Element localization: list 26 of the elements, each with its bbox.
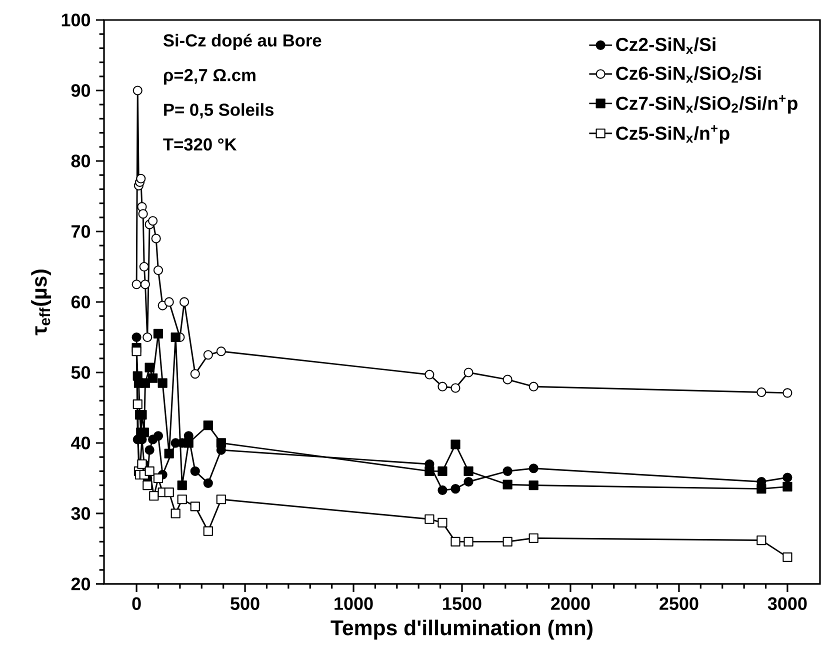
y-axis-title: τ$_{eff}$(µs) <box>31 270 52 336</box>
y-tick-label: 80 <box>71 154 90 168</box>
y-tick-label: 50 <box>71 366 90 379</box>
legend-label: Cz5-SiN$_{x}$/n$^{+}$p <box>616 125 730 144</box>
y-tick-label: 40 <box>71 436 90 450</box>
y-tick-label: 30 <box>71 507 90 520</box>
x-tick-label: 0 <box>132 597 141 610</box>
annotation: T=320 °K <box>163 138 237 151</box>
annotation: Si-Cz dopé au Bore <box>163 34 322 50</box>
annotation: ρ=2,7 Ω.cm <box>164 68 256 85</box>
y-tick-label: 70 <box>72 225 90 238</box>
y-tick-label: 100 <box>62 14 90 26</box>
y-tick-label: 20 <box>71 578 90 590</box>
y-tick-label: 90 <box>71 84 90 97</box>
x-tick-label: 2500 <box>660 597 698 610</box>
annotation: P= 0,5 Soleils <box>164 103 274 118</box>
x-tick-label: 500 <box>230 597 260 610</box>
x-tick-label: 3000 <box>768 597 807 610</box>
y-tick-label: 60 <box>71 296 90 308</box>
x-axis-title: Temps d'illumination (mn) <box>330 620 592 640</box>
x-tick-label: 1000 <box>334 597 373 610</box>
legend-label: Cz6-SiN$_{x}$/SiO$_{2}$/Si <box>616 66 761 83</box>
x-tick-label: 1500 <box>443 597 482 610</box>
legend-label: Cz7-SiN$_{x}$/SiO$_{2}$/Si/n$^{+}$p <box>616 95 798 114</box>
legend-label: Cz2-SiN$_{x}$/Si <box>616 37 716 54</box>
x-tick-label: 2000 <box>551 597 590 610</box>
